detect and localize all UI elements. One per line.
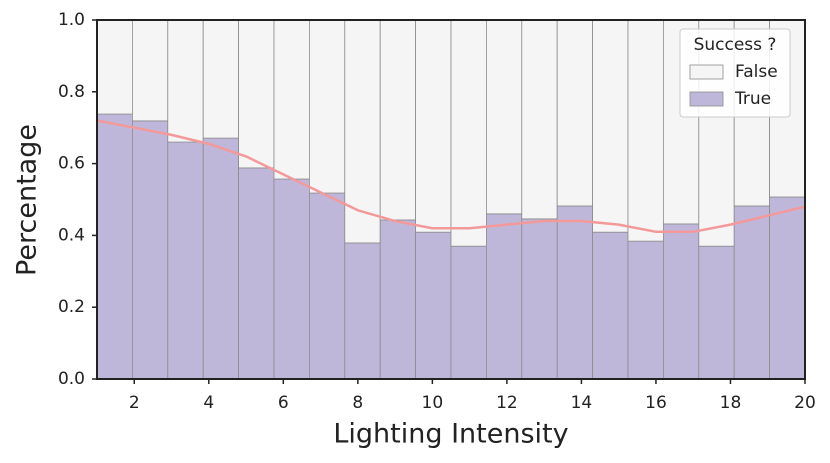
bar xyxy=(344,19,381,244)
y-tick-label: 0.4 xyxy=(58,225,85,245)
bar xyxy=(556,19,594,207)
bar xyxy=(131,19,169,122)
bar xyxy=(96,19,133,115)
legend-label: False xyxy=(735,62,778,82)
bar xyxy=(485,19,523,215)
bar xyxy=(379,19,417,221)
x-axis-title: Lighting Intensity xyxy=(333,419,568,450)
x-tick-label: 4 xyxy=(203,393,214,413)
bar xyxy=(733,205,771,380)
bar xyxy=(131,120,169,380)
y-tick-label: 0.2 xyxy=(58,297,85,317)
bar xyxy=(627,240,664,380)
bar xyxy=(202,19,239,139)
x-tick-label: 8 xyxy=(352,393,363,413)
bar xyxy=(308,19,346,194)
x-tick-label: 12 xyxy=(496,393,518,413)
bar xyxy=(96,113,133,380)
bar xyxy=(627,19,664,242)
bar xyxy=(273,178,310,380)
bar xyxy=(308,192,346,380)
legend-label: True xyxy=(734,89,771,109)
y-tick-label: 0.6 xyxy=(58,154,85,174)
legend-swatch xyxy=(689,91,724,107)
bar xyxy=(167,141,204,380)
bar xyxy=(592,231,629,380)
bar xyxy=(202,137,239,380)
y-tick-label: 1.0 xyxy=(58,10,85,30)
x-tick-label: 14 xyxy=(571,393,593,413)
bar xyxy=(521,19,558,220)
x-tick-label: 16 xyxy=(645,393,667,413)
bar xyxy=(238,19,275,169)
bar xyxy=(167,19,204,143)
bar xyxy=(556,205,594,380)
bar xyxy=(663,223,700,380)
bar xyxy=(450,19,487,247)
plot-frame xyxy=(96,19,806,380)
legend-swatch xyxy=(689,64,724,80)
y-tick-label: 0.0 xyxy=(58,369,85,389)
bar xyxy=(379,219,417,380)
bar xyxy=(592,19,629,233)
bar xyxy=(450,245,487,380)
bar xyxy=(769,196,806,380)
bar xyxy=(415,231,452,380)
bar xyxy=(273,19,310,180)
bar xyxy=(238,167,275,380)
x-tick-label: 10 xyxy=(422,393,444,413)
bar xyxy=(698,245,735,380)
trend-line xyxy=(96,119,806,234)
bar xyxy=(344,242,381,380)
y-tick-label: 0.8 xyxy=(58,82,85,102)
x-tick-label: 18 xyxy=(720,393,742,413)
x-tick-label: 6 xyxy=(278,393,289,413)
legend-title: Success ? xyxy=(694,35,777,55)
bar xyxy=(485,213,523,380)
y-axis-title: Percentage xyxy=(12,124,43,276)
bar xyxy=(415,19,452,233)
x-tick-label: 2 xyxy=(129,393,140,413)
bar xyxy=(521,218,558,380)
x-tick-label: 20 xyxy=(794,393,816,413)
